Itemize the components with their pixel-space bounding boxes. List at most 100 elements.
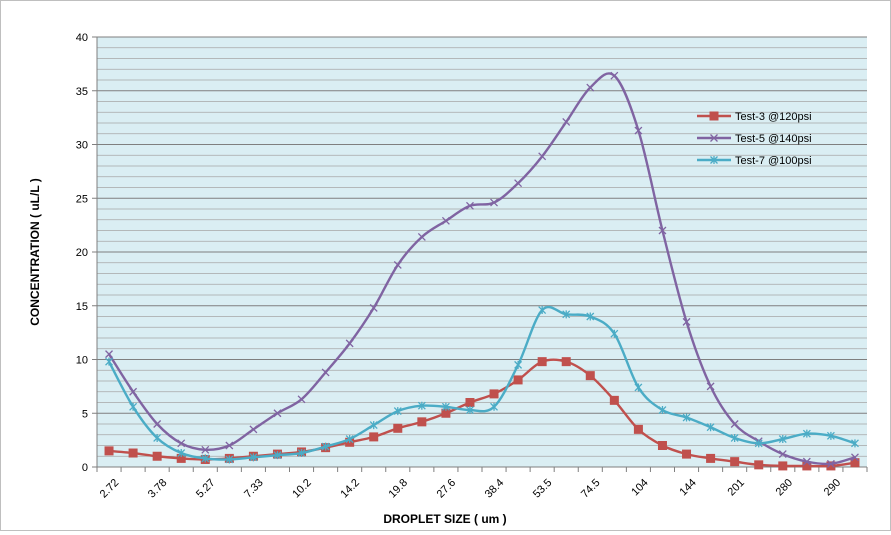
data-point-test-5-140psi xyxy=(466,201,474,210)
data-point-test-5-140psi xyxy=(514,179,523,188)
data-point-test-5-140psi xyxy=(297,395,306,404)
data-point-test-3-120psi xyxy=(850,458,860,468)
data-point-test-3-120psi xyxy=(730,457,740,467)
data-point-test-5-140psi xyxy=(345,339,354,348)
data-point-test-5-140psi xyxy=(610,71,619,80)
data-point-test-3-120psi xyxy=(104,446,114,456)
data-point-test-5-140psi xyxy=(802,457,811,466)
data-point-test-7-100psi xyxy=(393,407,402,416)
data-point-test-7-100psi xyxy=(417,401,426,410)
data-point-test-7-100psi xyxy=(466,406,474,415)
legend-marker-test-7-100psi xyxy=(710,156,718,164)
x-tick-label: 19.8 xyxy=(386,477,410,501)
series-line-test-7-100psi xyxy=(107,305,856,461)
data-point-test-5-140psi xyxy=(129,387,138,396)
x-tick-label: 3.78 xyxy=(146,477,170,501)
gridlines xyxy=(97,36,867,468)
x-axis-title: DROPLET SIZE ( um ) xyxy=(383,512,506,526)
data-point-test-7-100psi xyxy=(802,429,811,438)
x-tick-label: 7.33 xyxy=(242,477,266,501)
legend-marker-test-3-120psi xyxy=(709,111,719,121)
x-tick-label: 5.27 xyxy=(194,477,218,501)
legend-label-test-7-100psi: Test-7 @100psi xyxy=(735,155,812,167)
data-point-test-7-100psi xyxy=(562,310,571,319)
data-point-test-3-120psi xyxy=(489,389,499,399)
data-point-test-5-140psi xyxy=(706,382,715,391)
data-point-test-5-140psi xyxy=(417,232,426,241)
data-point-test-7-100psi xyxy=(538,306,547,315)
legend-marker-test-5-140psi xyxy=(710,134,718,142)
data-point-test-5-140psi xyxy=(225,441,234,450)
data-point-test-3-120psi xyxy=(706,453,716,463)
y-tick-label: 40 xyxy=(76,32,88,44)
data-point-test-7-100psi xyxy=(682,413,691,422)
y-tick-labels: 0 5 10 15 20 25 30 35 40 xyxy=(76,32,88,474)
y-tick-label: 15 xyxy=(76,301,88,313)
data-point-test-3-120psi xyxy=(682,449,692,459)
data-point-test-7-100psi xyxy=(345,435,354,444)
y-tick-label: 10 xyxy=(76,355,88,367)
data-point-test-7-100psi xyxy=(730,433,739,442)
legend-entry-test-5-140psi: Test-5 @140psi xyxy=(697,133,812,145)
series-test-5-140psi xyxy=(105,71,859,468)
data-point-test-7-100psi xyxy=(129,402,138,411)
x-tick-label: 10.2 xyxy=(290,477,314,501)
x-tick-label: 38.4 xyxy=(483,477,507,501)
data-point-test-5-140psi xyxy=(153,420,162,428)
data-point-test-5-140psi xyxy=(441,216,450,225)
data-point-test-5-140psi xyxy=(778,450,787,459)
y-tick-label: 0 xyxy=(82,462,88,474)
data-point-test-3-120psi xyxy=(513,375,523,385)
data-point-test-5-140psi xyxy=(393,260,402,269)
data-point-test-7-100psi xyxy=(369,421,378,430)
data-point-test-5-140psi xyxy=(538,152,547,161)
data-point-test-7-100psi xyxy=(441,402,450,411)
data-point-test-5-140psi xyxy=(658,226,667,235)
data-point-test-5-140psi xyxy=(249,425,258,434)
y-tick-label: 20 xyxy=(76,247,88,259)
data-point-test-7-100psi xyxy=(297,449,306,458)
data-point-test-5-140psi xyxy=(273,409,282,418)
data-point-test-7-100psi xyxy=(826,431,835,440)
legend-label-test-5-140psi: Test-5 @140psi xyxy=(735,133,812,145)
y-axis-title: CONCENTRATION ( uL/L ) xyxy=(28,178,42,326)
data-point-test-5-140psi xyxy=(682,317,691,326)
data-point-test-5-140psi xyxy=(851,453,859,462)
data-point-test-3-120psi xyxy=(152,451,162,461)
y-tick-label: 5 xyxy=(82,408,88,420)
x-tick-label: 290 xyxy=(822,477,843,498)
data-point-test-5-140psi xyxy=(490,198,498,207)
data-point-test-7-100psi xyxy=(249,453,258,462)
data-point-test-7-100psi xyxy=(490,402,498,411)
data-point-test-7-100psi xyxy=(706,423,715,432)
data-point-test-5-140psi xyxy=(562,117,571,126)
data-point-test-7-100psi xyxy=(514,360,523,369)
data-point-test-3-120psi xyxy=(657,441,667,450)
x-tick-label: 27.6 xyxy=(435,477,459,501)
legend-entry-test-3-120psi: Test-3 @120psi xyxy=(697,111,812,123)
data-point-test-5-140psi xyxy=(826,459,835,468)
data-point-test-5-140psi xyxy=(105,350,113,359)
series-line-test-5-140psi xyxy=(108,72,856,466)
data-point-test-7-100psi xyxy=(586,312,595,321)
data-point-test-3-120psi xyxy=(417,417,427,427)
data-point-test-3-120psi xyxy=(393,423,403,433)
data-point-test-7-100psi xyxy=(177,449,186,458)
y-tick-label: 35 xyxy=(76,86,88,98)
data-point-test-7-100psi xyxy=(225,455,234,464)
data-point-test-7-100psi xyxy=(754,439,763,448)
data-point-test-7-100psi xyxy=(153,433,162,442)
data-point-test-7-100psi xyxy=(201,454,210,463)
legend: Test-3 @120psi Test-5 @140psi Test-7 @100p… xyxy=(697,111,812,167)
data-point-test-5-140psi xyxy=(201,445,210,454)
data-point-test-3-120psi xyxy=(369,432,379,442)
x-tick-label: 74.5 xyxy=(579,477,603,501)
data-point-test-3-120psi xyxy=(778,461,788,471)
series-test-7-100psi xyxy=(105,305,859,464)
x-tick-label: 201 xyxy=(726,477,747,498)
y-tick-label: 30 xyxy=(76,140,88,152)
data-point-test-3-120psi xyxy=(609,395,619,405)
x-tick-label: 280 xyxy=(774,477,795,498)
